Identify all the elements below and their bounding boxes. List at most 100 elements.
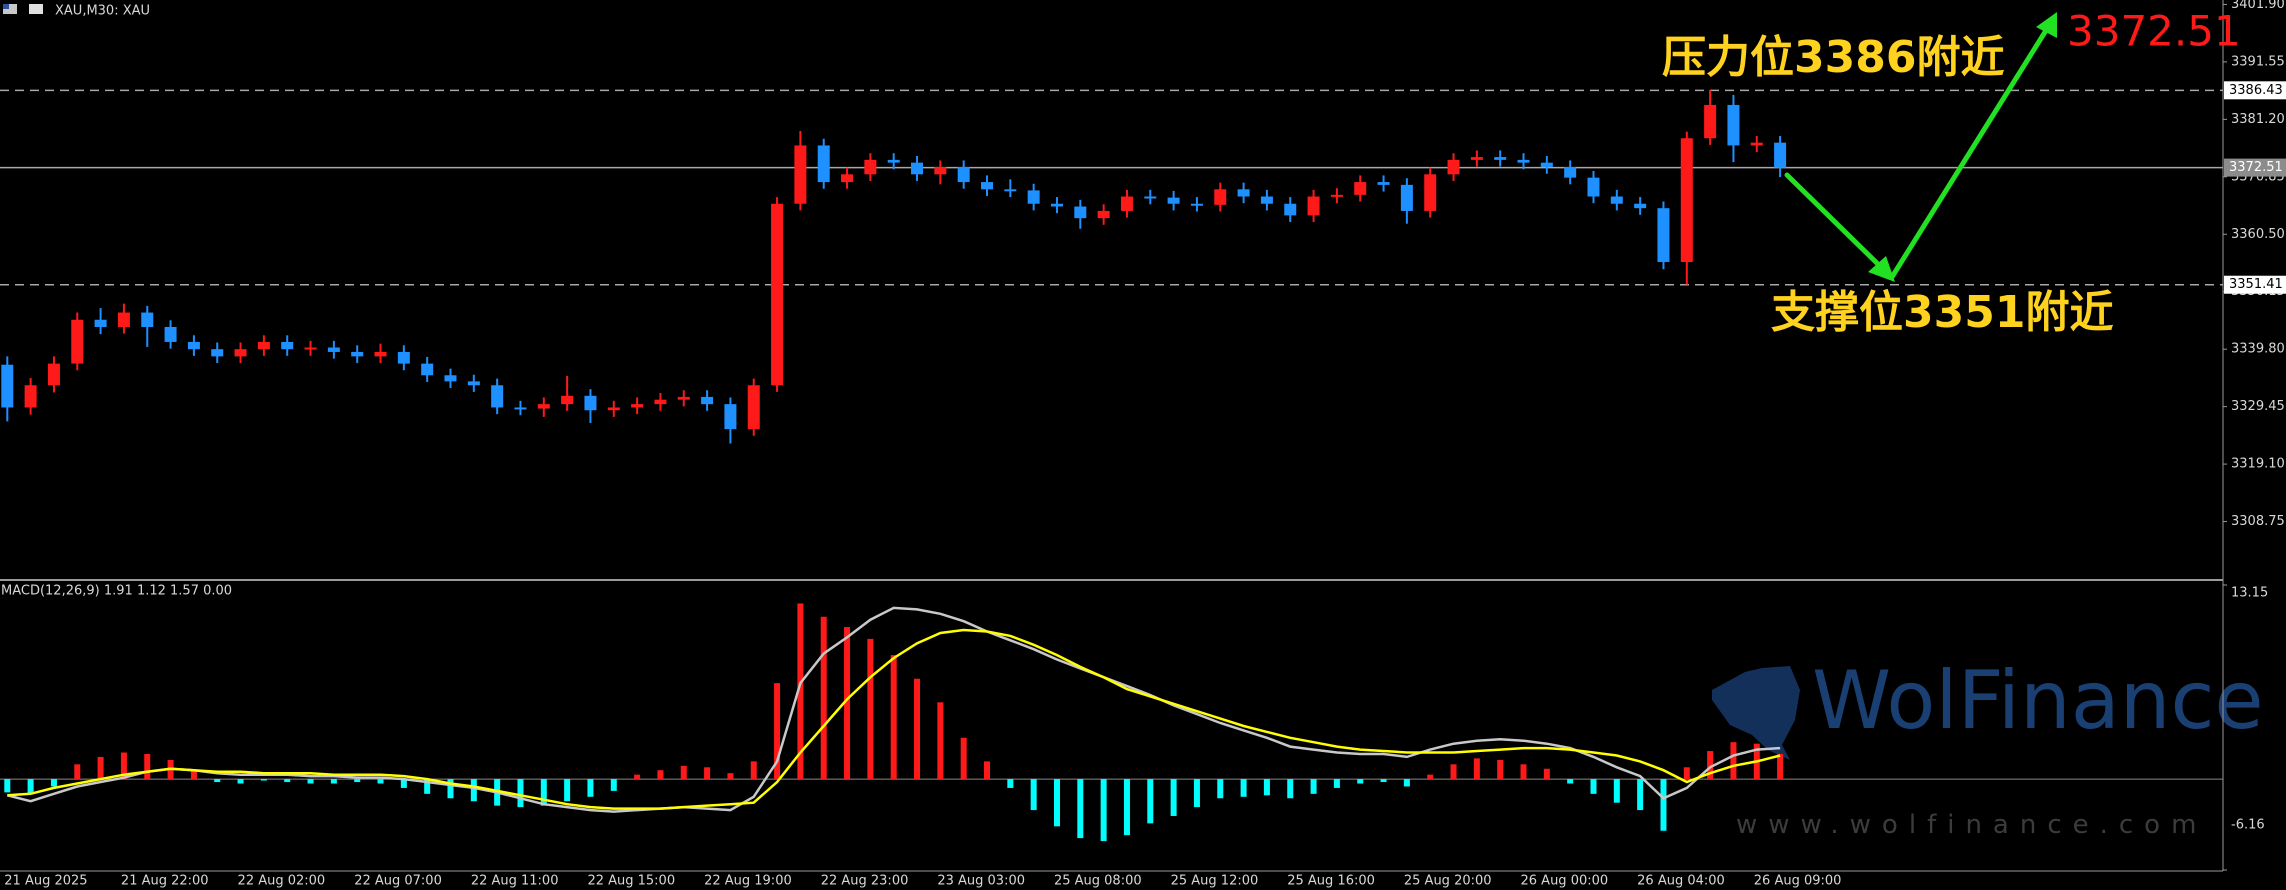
candle-body: [164, 326, 177, 342]
histogram-bar: [774, 683, 781, 780]
candle-body: [1167, 197, 1180, 204]
y-tick-label: 3401.90: [2231, 0, 2285, 12]
x-tick-label: 22 Aug 07:00: [354, 874, 442, 889]
histogram-bar: [564, 779, 571, 802]
histogram-bar: [890, 655, 897, 780]
chart-title: XAU,M30: XAU: [55, 4, 150, 19]
watermark-title: WolFinance: [1812, 654, 2264, 747]
histogram-bar: [260, 779, 267, 781]
x-tick-label: 26 Aug 04:00: [1637, 874, 1725, 889]
histogram-bar: [750, 761, 757, 780]
symbol-icon: [29, 4, 43, 14]
candle-body: [631, 404, 644, 408]
x-tick-label: 22 Aug 02:00: [238, 874, 326, 889]
candle-body: [911, 162, 924, 175]
histogram-bar: [1170, 779, 1177, 816]
x-tick-label: 23 Aug 03:00: [937, 874, 1025, 889]
histogram-bar: [657, 770, 664, 780]
macd-line: [7, 628, 1781, 810]
price-label-box: [2224, 158, 2286, 177]
histogram-bar: [330, 779, 337, 784]
histogram-bar: [1380, 779, 1387, 783]
candle-body: [1774, 142, 1787, 168]
histogram-bar: [97, 756, 104, 780]
histogram-bar: [400, 779, 407, 788]
histogram-bar: [1683, 767, 1690, 780]
y-tick-label: 3308.75: [2231, 514, 2285, 529]
histogram-bar: [50, 779, 57, 787]
candle-body: [607, 407, 620, 411]
candle-body: [444, 375, 457, 382]
candle-body: [211, 349, 224, 357]
candle-body: [841, 174, 854, 183]
candle-body: [864, 159, 877, 175]
histogram-bar: [1310, 779, 1317, 794]
histogram-bar: [447, 779, 454, 799]
histogram-bar: [1357, 779, 1364, 784]
histogram-bar: [727, 773, 734, 780]
candle-body: [257, 341, 270, 350]
candle-body: [771, 203, 784, 386]
histogram-bar: [27, 779, 34, 794]
candle-body: [1494, 157, 1507, 160]
candle-body: [1447, 159, 1460, 175]
candle-body: [537, 404, 550, 409]
candle-body: [1517, 159, 1530, 163]
histogram-bar: [1520, 764, 1527, 780]
histogram-bar: [470, 779, 477, 802]
arrows: [1784, 21, 2053, 280]
candle-body: [117, 312, 130, 327]
histogram-bar: [1473, 758, 1480, 780]
y-tick-label: 3319.10: [2231, 457, 2285, 472]
candle-body: [397, 351, 410, 364]
y-tick-label: -6.16: [2231, 818, 2265, 833]
x-tick-label: 25 Aug 20:00: [1404, 874, 1492, 889]
histogram-bar: [820, 616, 827, 780]
macd-title: MACD(12,26,9) 1.91 1.12 1.57 0.00: [1, 584, 232, 599]
candle-body: [1704, 104, 1717, 139]
x-tick-label: 22 Aug 11:00: [471, 874, 559, 889]
histogram-bar: [1147, 779, 1154, 824]
price-label-box: [2224, 81, 2286, 100]
candle-body: [1, 364, 14, 408]
candle-body: [187, 341, 200, 350]
candle-body: [24, 385, 37, 408]
price-label-box: [2224, 275, 2286, 294]
histogram-bar: [1123, 779, 1130, 836]
candle-body: [1284, 203, 1297, 216]
histogram-bar: [1333, 779, 1340, 788]
candle-body: [1050, 203, 1063, 207]
candle-body: [1680, 138, 1693, 263]
y-tick-label: 3360.50: [2231, 227, 2285, 242]
candle-body: [1727, 104, 1740, 146]
candle-body: [677, 396, 690, 400]
candle-body: [1190, 203, 1203, 206]
x-tick-label: 22 Aug 15:00: [587, 874, 675, 889]
histogram-bar: [960, 737, 967, 780]
histogram-bar: [1543, 768, 1550, 780]
histogram-bar: [1777, 753, 1784, 780]
histogram-bar: [704, 767, 711, 780]
candle-body: [701, 396, 714, 405]
histogram-bar: [190, 770, 197, 780]
annotation: 压力位3386附近: [1662, 32, 2004, 83]
arrowhead: [1868, 256, 1895, 282]
candle-body: [47, 363, 60, 386]
histogram-bar: [1403, 779, 1410, 787]
histogram-bar: [1590, 779, 1597, 794]
candle-body: [374, 351, 387, 357]
histogram-bar: [4, 779, 11, 793]
y-tick-label: 3381.20: [2231, 112, 2285, 127]
candle-body: [1424, 174, 1437, 211]
histogram-bar: [354, 779, 361, 783]
candle-body: [1470, 157, 1483, 160]
x-tick-label: 26 Aug 00:00: [1521, 874, 1609, 889]
histogram-bar: [144, 753, 151, 780]
arrow-down: [1784, 172, 1887, 273]
candle-body: [561, 395, 574, 405]
histogram-bar: [307, 779, 314, 784]
candle-body: [1610, 196, 1623, 204]
histogram-bar: [984, 761, 991, 780]
candle-body: [1540, 162, 1553, 168]
histogram-bar: [517, 779, 524, 808]
